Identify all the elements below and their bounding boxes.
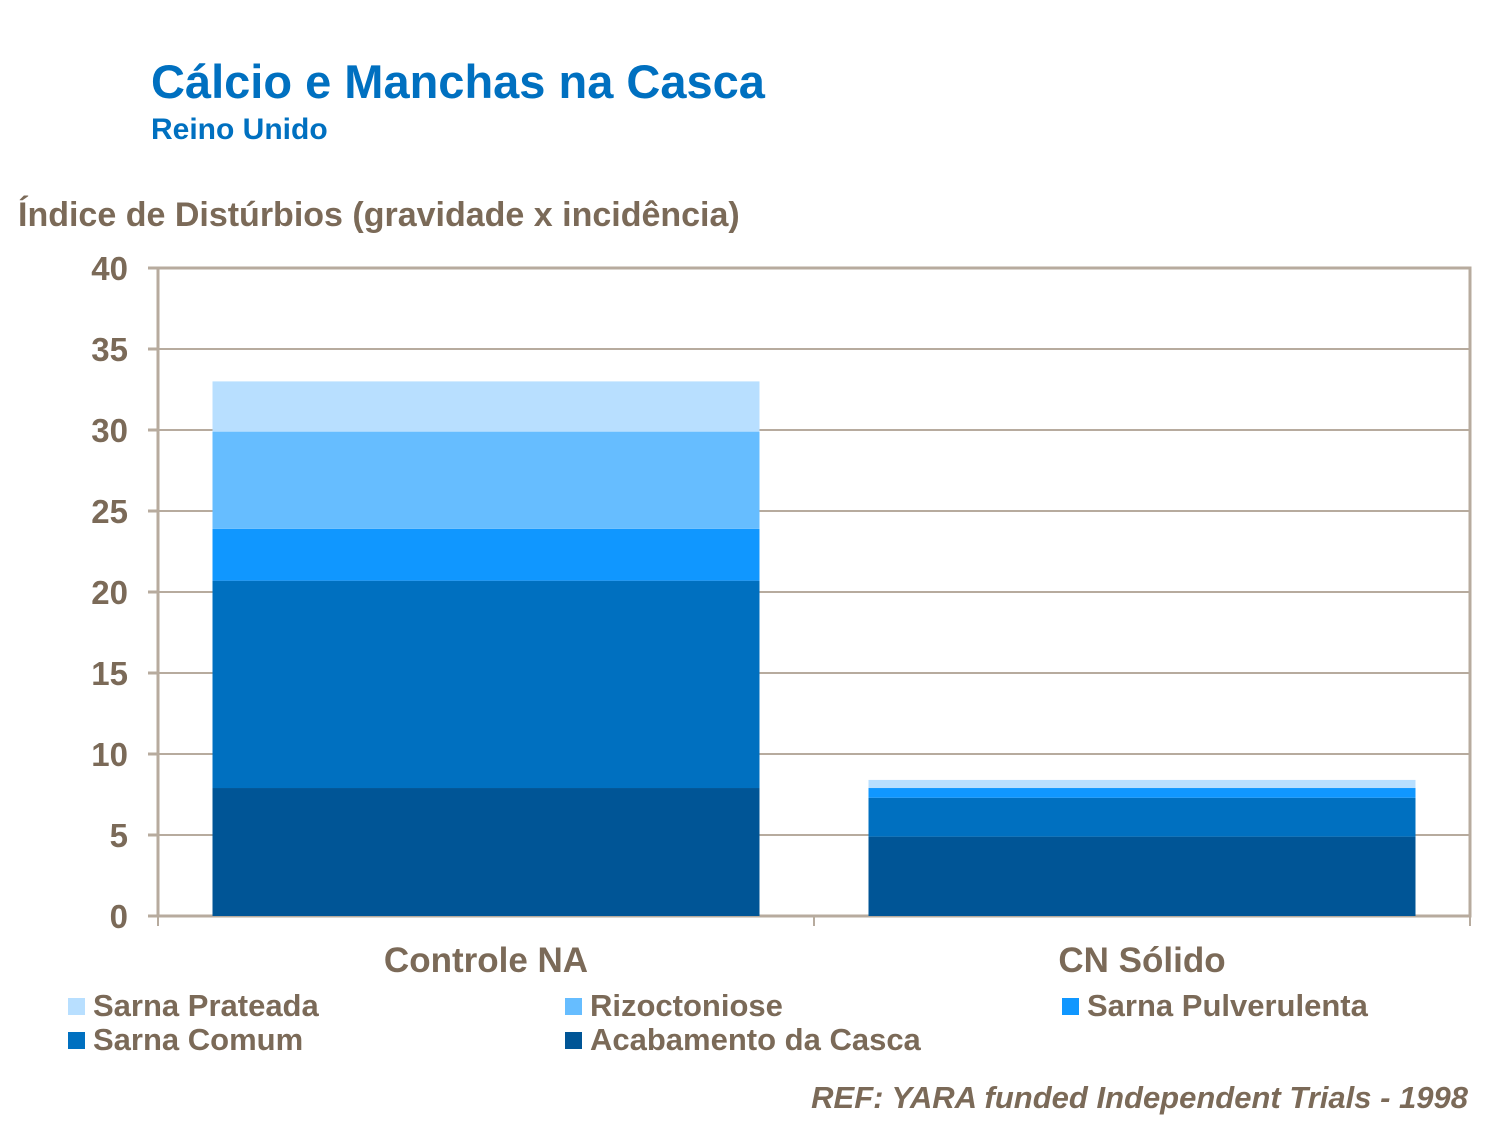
y-tick-label: 0 bbox=[110, 898, 128, 935]
y-tick-label: 35 bbox=[91, 331, 128, 368]
y-tick-label: 30 bbox=[91, 412, 128, 449]
legend-item: Rizoctoniose bbox=[565, 988, 783, 1024]
y-tick-label: 10 bbox=[91, 736, 128, 773]
legend-item: Sarna Comum bbox=[68, 1022, 303, 1058]
legend-label: Acabamento da Casca bbox=[590, 1022, 921, 1057]
bar-segment bbox=[868, 788, 1416, 798]
bar-segment bbox=[868, 836, 1416, 916]
y-tick-label: 5 bbox=[110, 817, 128, 854]
bar-segment bbox=[212, 381, 760, 432]
y-tick-label: 20 bbox=[91, 574, 128, 611]
bar-segment bbox=[212, 580, 760, 789]
x-tick-label: CN Sólido bbox=[1058, 941, 1225, 980]
legend-swatch bbox=[68, 1031, 85, 1049]
y-tick-label: 15 bbox=[91, 655, 128, 692]
legend-label: Rizoctoniose bbox=[590, 988, 783, 1023]
x-tick-label: Controle NA bbox=[384, 941, 588, 980]
legend-item: Sarna Prateada bbox=[68, 988, 319, 1024]
legend-label: Sarna Pulverulenta bbox=[1087, 988, 1368, 1023]
legend-swatch bbox=[565, 1031, 582, 1049]
y-tick-label: 25 bbox=[91, 493, 128, 530]
chart-subtitle: Reino Unido bbox=[151, 113, 328, 146]
bar-segment bbox=[868, 779, 1416, 789]
reference-note: REF: YARA funded Independent Trials - 19… bbox=[811, 1080, 1468, 1115]
y-axis-label: Índice de Distúrbios (gravidade x incidê… bbox=[18, 196, 740, 234]
bar-segment bbox=[868, 797, 1416, 837]
legend-label: Sarna Comum bbox=[93, 1022, 304, 1057]
legend-swatch bbox=[565, 997, 582, 1015]
legend-swatch bbox=[1062, 997, 1079, 1015]
legend-label: Sarna Prateada bbox=[93, 988, 319, 1023]
bar-segment bbox=[212, 788, 760, 916]
y-tick-label: 40 bbox=[91, 250, 128, 287]
bar-segment bbox=[212, 431, 760, 529]
bar-segment bbox=[212, 528, 760, 581]
chart-title: Cálcio e Manchas na Casca bbox=[151, 55, 765, 108]
legend-swatch bbox=[68, 997, 85, 1015]
legend-item: Sarna Pulverulenta bbox=[1062, 988, 1368, 1024]
legend-item: Acabamento da Casca bbox=[565, 1022, 921, 1058]
